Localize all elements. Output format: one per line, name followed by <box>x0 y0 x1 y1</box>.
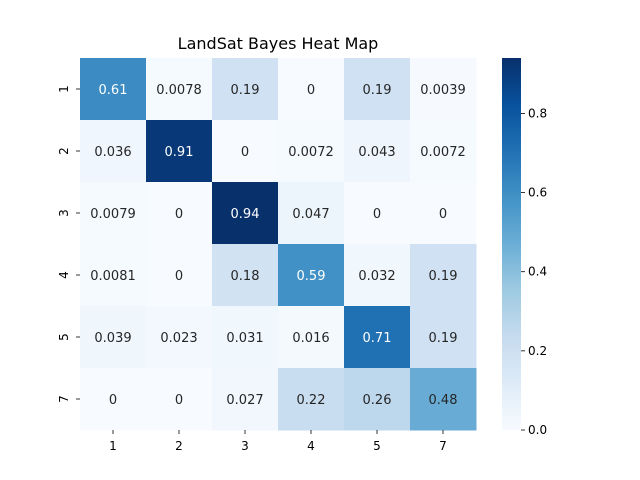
cell-value-label: 0.031 <box>226 331 263 346</box>
heatmap-cell <box>344 244 411 307</box>
cell-value-label: 0 <box>307 83 315 98</box>
x-tick-label: 3 <box>241 439 249 453</box>
cell-value-label: 0.71 <box>363 331 392 346</box>
heatmap-cell <box>212 244 279 307</box>
heatmap-cell <box>80 120 147 183</box>
heatmap-cell <box>278 368 345 431</box>
heatmap-cell <box>146 120 213 183</box>
colorbar-tick-label: 0.2 <box>528 344 547 358</box>
heatmap-cell <box>410 368 477 431</box>
y-tick-label: 3 <box>57 209 71 217</box>
heatmap-cell <box>80 244 147 307</box>
heatmap-cell <box>212 368 279 431</box>
cell-value-label: 0.0079 <box>90 207 136 222</box>
colorbar-tick-label: 0.4 <box>528 265 547 279</box>
heatmap-cell <box>410 306 477 369</box>
x-axis-ticks: 1 2 3 4 5 7 <box>109 430 447 453</box>
cell-value-label: 0 <box>175 393 183 408</box>
x-tick-label: 4 <box>307 439 315 453</box>
cell-value-label: 0.26 <box>363 393 392 408</box>
y-tick-label: 7 <box>57 395 71 403</box>
heatmap-cell <box>146 244 213 307</box>
cell-value-label: 0.18 <box>231 269 260 284</box>
cell-value-label: 0.59 <box>297 269 326 284</box>
heatmap-cell <box>278 58 345 121</box>
heatmap-cells: 0.61 0.0078 0.19 0 0.19 0.0039 0.036 0.91 0 0.007… <box>80 58 477 431</box>
cell-value-label: 0 <box>373 207 381 222</box>
heatmap-cell <box>80 306 147 369</box>
colorbar: 0.0 0.2 0.4 0.6 0.8 <box>502 58 547 437</box>
heatmap-cell <box>344 306 411 369</box>
y-tick-label: 5 <box>57 333 71 341</box>
cell-value-label: 0 <box>439 207 447 222</box>
colorbar-tick-label: 0.6 <box>528 186 547 200</box>
heatmap-cell <box>410 120 477 183</box>
heatmap-cell <box>212 58 279 121</box>
cell-value-label: 0.94 <box>231 207 260 222</box>
heatmap-cell <box>278 244 345 307</box>
x-tick-label: 5 <box>373 439 381 453</box>
cell-value-label: 0 <box>175 207 183 222</box>
cell-value-label: 0.19 <box>231 83 260 98</box>
heatmap-cell <box>344 120 411 183</box>
heatmap-cell <box>410 182 477 245</box>
heatmap-cell <box>146 368 213 431</box>
heatmap-cell <box>80 182 147 245</box>
heatmap-cell <box>146 306 213 369</box>
cell-value-label: 0.032 <box>358 269 395 284</box>
cell-value-label: 0.19 <box>429 331 458 346</box>
cell-value-label: 0.19 <box>363 83 392 98</box>
heatmap-cell <box>146 58 213 121</box>
y-tick-label: 1 <box>57 85 71 93</box>
heatmap-cell <box>344 368 411 431</box>
heatmap-cell <box>344 182 411 245</box>
cell-value-label: 0.036 <box>94 145 131 160</box>
colorbar-gradient <box>502 58 521 430</box>
heatmap-cell <box>344 58 411 121</box>
x-tick-label: 7 <box>439 439 447 453</box>
heatmap-cell <box>278 306 345 369</box>
cell-value-label: 0.0039 <box>420 83 466 98</box>
cell-value-label: 0.0078 <box>156 83 202 98</box>
cell-value-label: 0.016 <box>292 331 329 346</box>
heatmap-cell <box>278 120 345 183</box>
heatmap-cell <box>212 306 279 369</box>
cell-value-label: 0.91 <box>165 145 194 160</box>
cell-value-label: 0.61 <box>99 83 128 98</box>
heatmap-cell <box>212 182 279 245</box>
colorbar-tick-label: 0.0 <box>528 423 547 437</box>
cell-value-label: 0.0081 <box>90 269 136 284</box>
cell-value-label: 0 <box>241 145 249 160</box>
cell-value-label: 0.48 <box>429 393 458 408</box>
cell-value-label: 0.0072 <box>420 145 466 160</box>
heatmap-cell <box>212 120 279 183</box>
cell-value-label: 0.043 <box>358 145 395 160</box>
x-tick-label: 1 <box>109 439 117 453</box>
y-tick-label: 4 <box>57 271 71 279</box>
heatmap-cell <box>278 182 345 245</box>
cell-value-label: 0.19 <box>429 269 458 284</box>
cell-value-label: 0.0072 <box>288 145 334 160</box>
heatmap-cell <box>80 58 147 121</box>
heatmap-cell <box>146 182 213 245</box>
cell-value-label: 0.023 <box>160 331 197 346</box>
cell-value-label: 0.027 <box>226 393 263 408</box>
cell-value-label: 0 <box>109 393 117 408</box>
colorbar-tick-label: 0.8 <box>528 106 547 120</box>
heatmap-cell <box>410 58 477 121</box>
heatmap-cell <box>80 368 147 431</box>
y-tick-label: 2 <box>57 147 71 155</box>
cell-value-label: 0.047 <box>292 207 329 222</box>
y-axis-ticks: 1 2 3 4 5 7 <box>57 85 80 403</box>
cell-value-label: 0 <box>175 269 183 284</box>
chart-title: LandSat Bayes Heat Map <box>178 34 379 53</box>
cell-value-label: 0.039 <box>94 331 131 346</box>
cell-value-label: 0.22 <box>297 393 326 408</box>
x-tick-label: 2 <box>175 439 183 453</box>
heatmap-cell <box>410 244 477 307</box>
